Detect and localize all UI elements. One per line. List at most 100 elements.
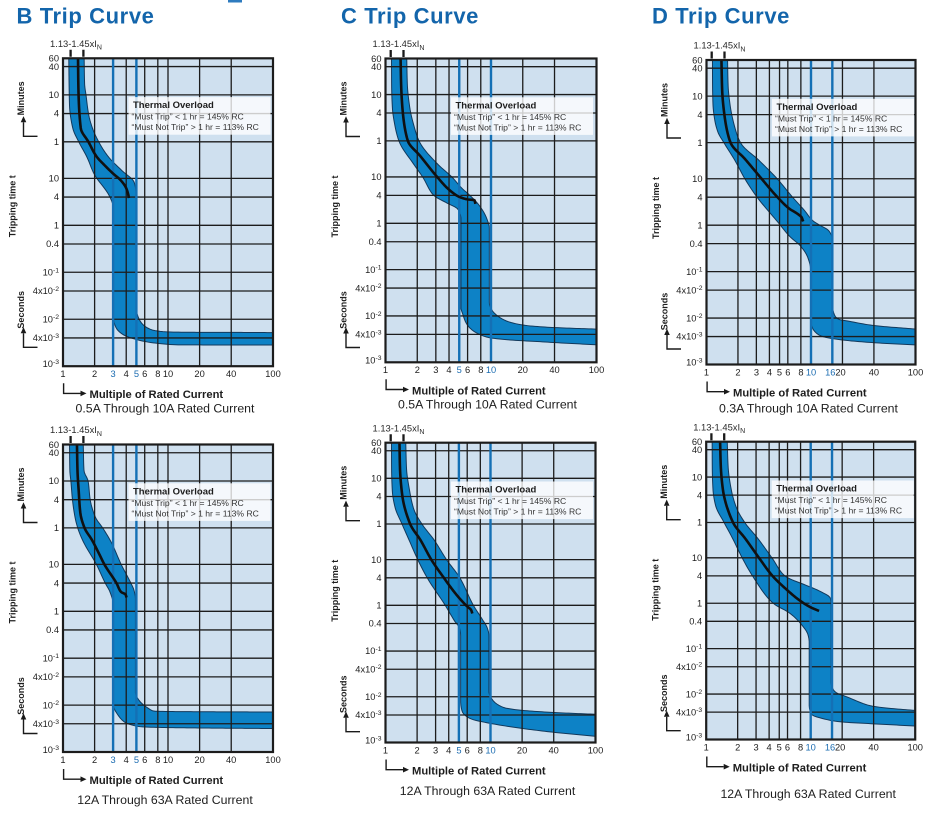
svg-text:Thermal Overload: Thermal Overload: [777, 102, 858, 113]
svg-text:3: 3: [754, 367, 759, 377]
svg-text:10-1: 10-1: [365, 646, 382, 656]
svg-text:3: 3: [111, 369, 116, 379]
svg-text:“Must Not Trip” > 1 hr = 113%: “Must Not Trip” > 1 hr = 113% RC: [775, 124, 902, 134]
svg-text:“Must Trip” < 1 hr = 145% RC: “Must Trip” < 1 hr = 145% RC: [454, 112, 566, 122]
svg-text:Seconds: Seconds: [339, 675, 349, 713]
svg-text:10: 10: [371, 172, 381, 182]
svg-text:1: 1: [54, 607, 59, 617]
svg-text:1: 1: [60, 369, 65, 379]
svg-text:4: 4: [697, 571, 702, 581]
svg-text:4x10-3: 4x10-3: [676, 332, 702, 342]
svg-text:“Must Not Trip” > 1 hr = 113%: “Must Not Trip” > 1 hr = 113% RC: [454, 122, 581, 132]
svg-text:100: 100: [588, 745, 604, 755]
svg-text:1: 1: [54, 137, 59, 147]
svg-text:10: 10: [49, 560, 59, 570]
svg-text:8: 8: [478, 365, 483, 375]
svg-text:4x10-2: 4x10-2: [33, 672, 59, 682]
svg-text:16: 16: [825, 742, 835, 752]
svg-text:Seconds: Seconds: [16, 291, 26, 329]
svg-text:5: 5: [777, 742, 782, 752]
svg-text:1: 1: [704, 742, 709, 752]
svg-text:10-3: 10-3: [686, 357, 703, 367]
svg-text:10: 10: [692, 91, 702, 101]
svg-text:1: 1: [697, 138, 702, 148]
svg-text:4: 4: [376, 492, 381, 502]
svg-text:4x10-2: 4x10-2: [355, 283, 381, 293]
svg-text:1: 1: [697, 598, 702, 608]
svg-text:Minutes: Minutes: [660, 83, 670, 117]
svg-text:2: 2: [735, 367, 740, 377]
svg-text:B Trip Curve: B Trip Curve: [17, 4, 155, 29]
svg-text:3: 3: [433, 745, 438, 755]
svg-text:10: 10: [163, 369, 173, 379]
svg-text:Tripping time t: Tripping time t: [330, 175, 340, 237]
svg-text:1.13-1.45xIN: 1.13-1.45xIN: [373, 422, 425, 436]
svg-text:100: 100: [907, 742, 923, 752]
svg-text:4x10-3: 4x10-3: [676, 707, 702, 717]
svg-text:4: 4: [54, 109, 59, 119]
svg-text:4: 4: [697, 490, 702, 500]
svg-text:10-2: 10-2: [686, 313, 703, 323]
svg-text:Thermal Overload: Thermal Overload: [133, 100, 214, 111]
svg-text:1: 1: [54, 221, 59, 231]
svg-text:40: 40: [869, 367, 879, 377]
svg-text:“Must Trip” < 1 hr = 145% RC: “Must Trip” < 1 hr = 145% RC: [132, 498, 244, 508]
svg-text:5: 5: [134, 369, 139, 379]
svg-text:Tripping time t: Tripping time t: [8, 175, 18, 237]
svg-text:“Must Not Trip” > 1 hr = 113%: “Must Not Trip” > 1 hr = 113% RC: [775, 506, 902, 516]
svg-text:Multiple of Rated Current: Multiple of Rated Current: [412, 385, 546, 397]
svg-text:1.13-1.45xIN: 1.13-1.45xIN: [693, 421, 745, 435]
svg-text:16: 16: [825, 367, 835, 377]
svg-text:12A Through 63A Rated Current: 12A Through 63A Rated Current: [720, 787, 896, 801]
svg-text:“Must Trip” < 1 hr = 145% RC: “Must Trip” < 1 hr = 145% RC: [132, 112, 244, 122]
svg-text:Tripping time t: Tripping time t: [330, 560, 340, 622]
svg-text:10-2: 10-2: [365, 311, 382, 321]
svg-text:1: 1: [376, 219, 381, 229]
svg-text:10: 10: [163, 755, 173, 765]
svg-text:Thermal Overload: Thermal Overload: [456, 100, 537, 111]
svg-text:4x10-2: 4x10-2: [676, 285, 702, 295]
svg-text:3: 3: [754, 742, 759, 752]
svg-text:1: 1: [376, 601, 381, 611]
svg-text:3: 3: [433, 365, 438, 375]
svg-text:Minutes: Minutes: [339, 466, 349, 500]
svg-text:12A Through 63A Rated Current: 12A Through 63A Rated Current: [77, 793, 253, 807]
svg-text:0.4: 0.4: [689, 617, 702, 627]
svg-text:Seconds: Seconds: [660, 293, 670, 331]
svg-text:2: 2: [735, 742, 740, 752]
svg-text:4: 4: [54, 192, 59, 202]
svg-text:10: 10: [806, 742, 816, 752]
svg-text:8: 8: [798, 367, 803, 377]
svg-text:0.5A Through 10A Rated Current: 0.5A Through 10A Rated Current: [398, 398, 577, 412]
svg-text:3: 3: [111, 755, 116, 765]
svg-text:2: 2: [415, 365, 420, 375]
svg-text:6: 6: [785, 367, 790, 377]
svg-text:6: 6: [465, 745, 470, 755]
svg-text:“Must Trip” < 1 hr = 145% RC: “Must Trip” < 1 hr = 145% RC: [454, 496, 566, 506]
svg-text:10: 10: [486, 365, 496, 375]
svg-text:60: 60: [49, 54, 59, 64]
svg-text:10: 10: [485, 745, 495, 755]
svg-text:C Trip Curve: C Trip Curve: [341, 4, 479, 29]
svg-text:0.4: 0.4: [369, 237, 382, 247]
svg-text:Multiple of Rated Current: Multiple of Rated Current: [90, 389, 224, 401]
svg-text:“Must Not Trip” > 1 hr = 113%: “Must Not Trip” > 1 hr = 113% RC: [454, 507, 581, 517]
svg-text:4: 4: [124, 369, 129, 379]
svg-text:4: 4: [376, 573, 381, 583]
svg-text:Minutes: Minutes: [659, 465, 669, 499]
svg-text:40: 40: [49, 448, 59, 458]
svg-text:Minutes: Minutes: [16, 81, 26, 115]
svg-text:5: 5: [457, 365, 462, 375]
svg-text:60: 60: [371, 438, 381, 448]
svg-text:1: 1: [60, 755, 65, 765]
svg-text:100: 100: [589, 365, 605, 375]
svg-text:4x10-2: 4x10-2: [33, 286, 59, 296]
svg-text:“Must Trip” < 1 hr = 145% RC: “Must Trip” < 1 hr = 145% RC: [775, 495, 887, 505]
svg-text:10: 10: [371, 90, 381, 100]
svg-text:1.13-1.45xIN: 1.13-1.45xIN: [373, 38, 425, 52]
svg-text:4: 4: [376, 191, 381, 201]
svg-text:2: 2: [92, 755, 97, 765]
svg-text:10: 10: [692, 553, 702, 563]
svg-text:0.4: 0.4: [46, 625, 59, 635]
svg-text:8: 8: [155, 369, 160, 379]
